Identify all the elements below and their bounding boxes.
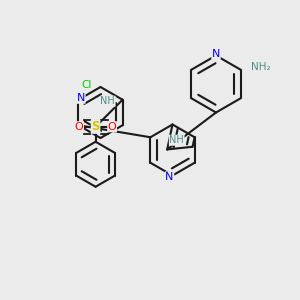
Text: N: N <box>76 93 85 103</box>
Text: Cl: Cl <box>81 80 92 91</box>
Text: N: N <box>212 49 220 59</box>
Text: NH₂: NH₂ <box>251 62 271 72</box>
Text: O: O <box>75 122 83 132</box>
Text: NH: NH <box>100 96 115 106</box>
Text: O: O <box>108 122 116 132</box>
Text: N: N <box>165 172 174 182</box>
Text: NH: NH <box>169 135 184 145</box>
Text: S: S <box>91 120 100 133</box>
